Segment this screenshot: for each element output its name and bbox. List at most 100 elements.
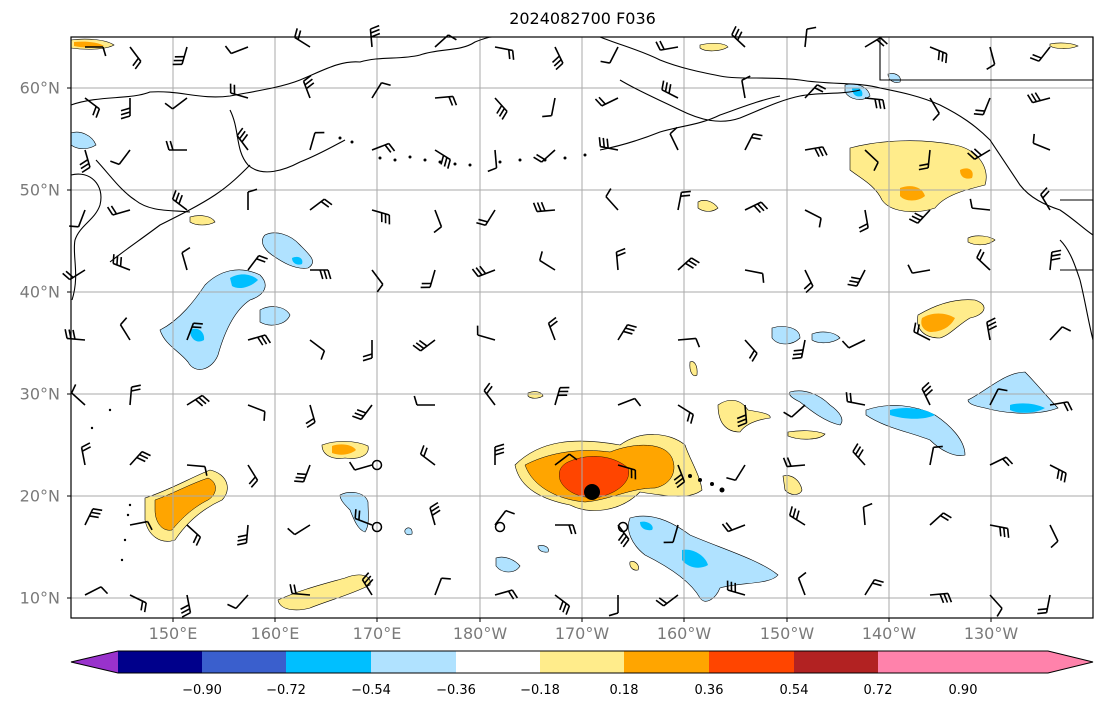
wind-barb [690, 257, 700, 264]
wind-barb [241, 133, 249, 143]
wind-barb [609, 46, 619, 64]
wind-barb [541, 149, 556, 163]
wind-barb [131, 384, 141, 388]
colorbar-tick-label: −0.36 [436, 683, 476, 698]
wind-barb [818, 218, 822, 228]
wind-barb [477, 269, 496, 278]
wind-barb [134, 60, 142, 70]
wind-barb [165, 140, 170, 151]
wind-barb [370, 28, 380, 34]
wind-barb [420, 453, 436, 466]
wind-barb [736, 31, 743, 41]
wind-barb [305, 82, 315, 90]
wind-barb [912, 269, 931, 274]
wind-barb [498, 108, 506, 117]
wind-barb [296, 472, 307, 476]
wind-barb [429, 501, 439, 509]
wind-barb [1049, 524, 1059, 542]
colorbar-segment [202, 651, 286, 673]
wind-barb [494, 149, 498, 169]
wind-barb [1051, 249, 1062, 253]
colorbar-tick-label: 0.18 [609, 683, 639, 698]
wind-barb [248, 476, 257, 485]
wind-barb [673, 473, 683, 481]
wind-barb [1049, 326, 1063, 341]
wind-barb [264, 334, 272, 344]
wind-barb [598, 137, 602, 147]
wind-barb [858, 223, 868, 229]
wind-barb [77, 209, 86, 228]
colorbar-extend-high [1048, 651, 1093, 673]
wind-barb [129, 451, 143, 466]
storm-center-marker [584, 484, 600, 500]
wind-barb [854, 446, 862, 455]
wind-barb [84, 97, 100, 110]
wind-barb [914, 212, 924, 219]
wind-barb [927, 149, 931, 168]
wind-barb [872, 582, 882, 587]
wind-barb [862, 506, 866, 526]
wind-barb [1002, 458, 1010, 467]
wind-barb [84, 586, 102, 596]
wind-barb [483, 390, 496, 406]
wind-barb [319, 269, 324, 280]
lon-label-170e: 170°E [352, 624, 402, 643]
wind-barb [171, 190, 177, 200]
wind-barb [443, 157, 448, 167]
wind-barb [661, 89, 679, 99]
wind-barb [605, 196, 619, 211]
wind-barb [856, 269, 866, 287]
wind-barb [737, 418, 747, 424]
wind-barb [129, 520, 148, 526]
wind-barb [100, 586, 109, 595]
wind-barb [306, 421, 316, 429]
wind-barb [970, 150, 979, 158]
map-title: 2024082700 F036 [509, 9, 656, 28]
wind-barb [533, 156, 543, 163]
wind-barb [186, 524, 201, 538]
wind-barb [555, 62, 564, 71]
wind-barb [294, 480, 304, 483]
wind-barb [235, 594, 249, 609]
wind-barb [908, 218, 919, 224]
island-marker [494, 521, 506, 533]
colorbar-segment [624, 651, 709, 673]
wind-barb [247, 255, 260, 271]
wind-barb [634, 398, 642, 407]
wind-barb [102, 46, 107, 57]
wind-barb [1063, 402, 1069, 412]
wind-barb [929, 447, 935, 466]
wind-barb [84, 508, 94, 526]
colorbar-segment [794, 651, 878, 673]
lon-label-180w: 180°W [452, 624, 508, 643]
wind-barb [247, 188, 258, 193]
wind-barb [112, 262, 131, 271]
wind-barb [303, 74, 312, 82]
wind-barb [916, 324, 920, 334]
wind-barb [1045, 594, 1051, 613]
wind-barb [751, 136, 761, 140]
wind-barb [434, 149, 451, 161]
wind-barb [237, 538, 247, 542]
wind-barb [847, 283, 857, 287]
wind-barb [423, 447, 428, 457]
wind-barb [371, 269, 384, 285]
wind-barb [236, 127, 244, 137]
wind-barb [354, 412, 364, 417]
wind-barb [1032, 53, 1042, 59]
wind-barb [441, 577, 451, 580]
wind-barb [1049, 252, 1053, 271]
wind-barb [841, 340, 850, 349]
wind-barb [348, 461, 356, 471]
wind-barb [744, 201, 762, 211]
wind-barb [511, 589, 519, 599]
wind-barb [1037, 607, 1048, 611]
lon-label-150e: 150°E [148, 624, 198, 643]
island-marker [371, 459, 383, 471]
wind-barb [1037, 611, 1047, 615]
wind-barb [195, 536, 202, 546]
wind-barb [80, 162, 90, 170]
wind-barb [617, 464, 636, 471]
wind-barb [72, 329, 76, 340]
wind-barb [548, 316, 557, 324]
